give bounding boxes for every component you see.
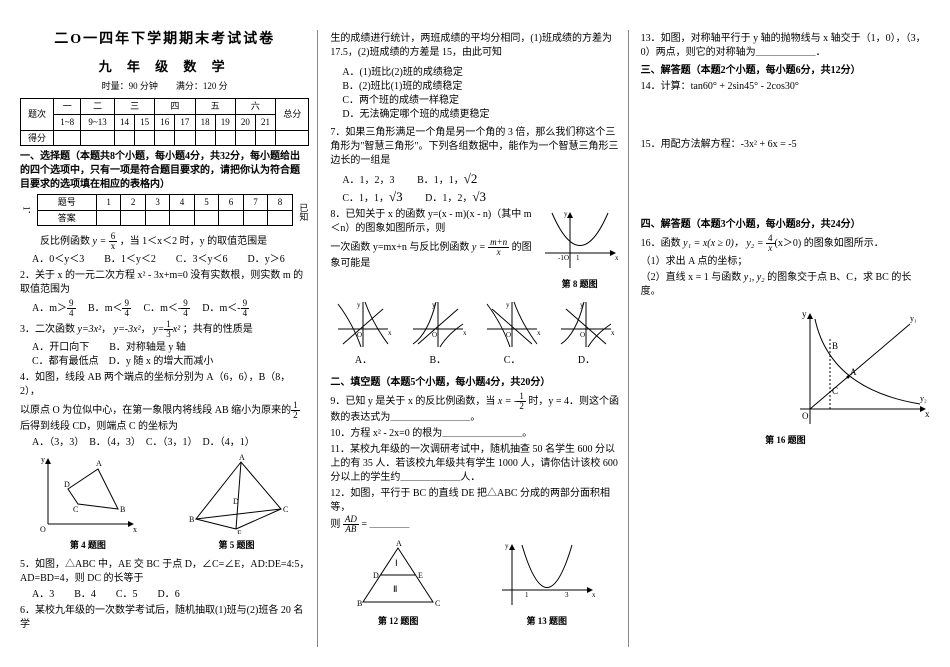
- svg-text:C: C: [73, 505, 78, 514]
- side-label-r: 已知: [297, 203, 310, 221]
- svg-text:A: A: [239, 454, 245, 462]
- q7: 7．如果三角形满足一个角是另一个角的 3 倍，那么我们称这个三角形为"智慧三角形…: [330, 126, 619, 168]
- svg-text:y: y: [580, 301, 584, 309]
- q16-2: （2）直线 x = 1 与函数 y₁, y₂ 的图象交于点 B、C，求 BC 的…: [641, 271, 930, 299]
- svg-text:B: B: [189, 515, 194, 524]
- fig-4: xyO AB DC 第 4 题图: [38, 454, 138, 552]
- svg-text:y: y: [357, 301, 361, 309]
- svg-text:C: C: [435, 599, 440, 608]
- q2: 2．关于 x 的一元二次方程 x² - 3x+m=0 没有实数根，则实数 m 的…: [20, 269, 309, 297]
- svg-text:O: O: [564, 254, 569, 262]
- svg-text:y: y: [564, 210, 568, 218]
- svg-text:x: x: [388, 329, 392, 337]
- svg-text:E: E: [237, 529, 242, 534]
- q11: 11．某校九年级的一次调研考试中，随机抽查 50 名学生 600 分以上的有 3…: [330, 443, 619, 485]
- fig-13: xy 13 第 13 题图: [497, 540, 597, 628]
- subject-title: 九 年 级 数 学: [20, 58, 309, 76]
- svg-text:O: O: [802, 411, 809, 421]
- q15: 15．用配方法解方程：-3x² + 6x = -5: [641, 138, 930, 152]
- q12: 12．如图，平行于 BC 的直线 DE 把△ABC 分成的两部分面积相等， 则 …: [330, 487, 619, 534]
- svg-text:O: O: [506, 331, 511, 339]
- svg-text:A: A: [96, 459, 102, 468]
- svg-text:x: x: [133, 525, 137, 534]
- svg-text:B: B: [832, 341, 838, 351]
- exam-title: 二O一四年下学期期末考试试卷: [20, 30, 309, 50]
- svg-text:B: B: [120, 505, 125, 514]
- fig-16: A B C xyO y₁y₂ 第 16 题图: [641, 309, 930, 447]
- svg-text:1: 1: [576, 254, 580, 262]
- column-3: 13．如图，对称轴平行于 y 轴的抛物线与 x 轴交于（1，0），（3，0）两点…: [637, 30, 930, 647]
- svg-text:B: B: [357, 599, 362, 608]
- svg-text:O: O: [357, 331, 362, 339]
- svg-text:E: E: [418, 571, 423, 580]
- svg-text:y: y: [505, 542, 509, 550]
- svg-text:A: A: [850, 367, 857, 377]
- svg-text:C: C: [832, 386, 838, 396]
- q14: 14．计算：tan60° + 2sin45° - 2cos30°: [641, 80, 930, 94]
- svg-text:x: x: [537, 329, 541, 337]
- side-label: 1．: [20, 206, 33, 220]
- q4: 4．如图，线段 AB 两个端点的坐标分别为 A（6，6），B（8，2），: [20, 371, 309, 399]
- fig-5: AB CE ED 第 5 题图: [181, 454, 291, 552]
- svg-text:D: D: [64, 480, 70, 489]
- svg-text:A: A: [396, 540, 402, 548]
- fig-8: xy -1O1 第 8 题图: [540, 208, 620, 291]
- section-2-head: 二、填空题（本题5个小题，每小题4分，共20分）: [330, 376, 619, 390]
- q4b: 以原点 O 为位似中心，在第一象限内将线段 AB 缩小为原来的12后得到线段 C…: [20, 401, 309, 434]
- time-score: 时量：90 分钟 满分：120 分: [20, 80, 309, 93]
- svg-text:x: x: [611, 329, 615, 337]
- svg-text:Ⅰ: Ⅰ: [395, 558, 398, 568]
- svg-text:y: y: [432, 301, 436, 309]
- q1-opts: A．0＜y＜3 B．1＜y＜2 C．3＜y＜6 D．y＞6: [20, 253, 309, 267]
- svg-text:1: 1: [525, 591, 529, 599]
- q13: 13．如图，对称轴平行于 y 轴的抛物线与 x 轴交于（1，0），（3，0）两点…: [641, 32, 930, 60]
- q8-options-row: xyO A． xyO B． xyO C． xyO D．: [330, 295, 619, 372]
- svg-text:Ⅱ: Ⅱ: [393, 584, 397, 594]
- q10: 10．方程 x² - 2x=0 的根为＿＿＿＿＿＿＿＿。: [330, 427, 619, 441]
- section-4-head: 四、解答题（本题3个小题，每小题8分，共24分）: [641, 218, 930, 232]
- q1: 反比例函数 y = 6x ，当 1＜x＜2 时，y 的取值范围是: [20, 232, 309, 251]
- svg-text:O: O: [580, 331, 585, 339]
- fig-12: ABC DE ⅠⅡ 第 12 题图: [353, 540, 443, 628]
- row-label: 题次: [21, 99, 54, 130]
- svg-text:y₂: y₂: [920, 394, 927, 403]
- svg-text:x: x: [592, 591, 596, 599]
- svg-text:3: 3: [565, 591, 569, 599]
- q6: 6．某校九年级的一次数学考试后，随机抽取(1)班与(2)班各 20 名学: [20, 604, 309, 632]
- column-1: 二O一四年下学期期末考试试卷 九 年 级 数 学 时量：90 分钟 满分：120…: [20, 30, 318, 647]
- q5: 5．如图，△ABC 中，AE 交 BC 于点 D，∠C=∠E，AD:DE=4:5…: [20, 558, 309, 586]
- svg-text:y: y: [802, 309, 807, 319]
- q6-opts: A．(1)班比(2)班的成绩稳定 B．(2)班比(1)班的成绩稳定 C．两个班的…: [330, 66, 619, 122]
- section-3-head: 三、解答题（本题2个小题，每小题6分，共12分）: [641, 64, 930, 78]
- svg-text:O: O: [432, 331, 437, 339]
- q16-1: （1）求出 A 点的坐标；: [641, 255, 930, 269]
- q4-opts: A．（3，3） B．（4，3） C．（3，1） D．（4，1）: [20, 436, 309, 450]
- q5-opts: A．3 B．4 C．5 D．6: [20, 588, 309, 602]
- q16: 16．函数 y₁ = x(x ≥ 0)， y₂ = 4x(x＞0) 的图象如图所…: [641, 234, 930, 253]
- svg-text:y: y: [41, 455, 45, 464]
- column-2: 生的成绩进行统计，两班成绩的平均分相同，(1)班成绩的方差为 17.5，(2)班…: [326, 30, 628, 647]
- svg-text:y: y: [506, 301, 510, 309]
- q6-cont: 生的成绩进行统计，两班成绩的平均分相同，(1)班成绩的方差为 17.5，(2)班…: [330, 32, 619, 60]
- q3: 3．二次函数 y=3x²， y=-3x²， y=13x² ；共有的性质是: [20, 320, 309, 339]
- q2-opts: A．m＞94 B．m＜94 C．m＜-94 D．m＜-94: [20, 299, 309, 318]
- q9: 9．已知 y 是关于 x 的反比例函数，当 x = -12 时，y = 4．则这…: [330, 392, 619, 425]
- q3-opts: A．开口向下 B．对称轴是 y 轴 C．都有最低点 D．y 随 x 的增大而减小: [20, 341, 309, 369]
- svg-text:x: x: [463, 329, 467, 337]
- svg-text:x: x: [925, 409, 930, 419]
- svg-text:y₁: y₁: [910, 314, 917, 323]
- answer-table: 题号 1 2 3 4 5 6 7 8 答案: [37, 194, 293, 226]
- section-1-head: 一、选择题（本题共8个小题，每小题4分，共32分，每小题给出的四个选项中，只有一…: [20, 150, 309, 192]
- q7-opts: A．1，2，3 B．1，1，√2 C．1，1，√3 D．1，2，√3: [330, 170, 619, 206]
- svg-text:C: C: [283, 505, 288, 514]
- svg-text:D: D: [233, 497, 239, 506]
- svg-text:x: x: [615, 254, 619, 262]
- svg-text:O: O: [40, 525, 46, 534]
- svg-text:D: D: [373, 571, 379, 580]
- score-table: 题次 一 二 三 四 五 六 总分 1~8 9~13 14 15 16 17 1…: [20, 98, 309, 146]
